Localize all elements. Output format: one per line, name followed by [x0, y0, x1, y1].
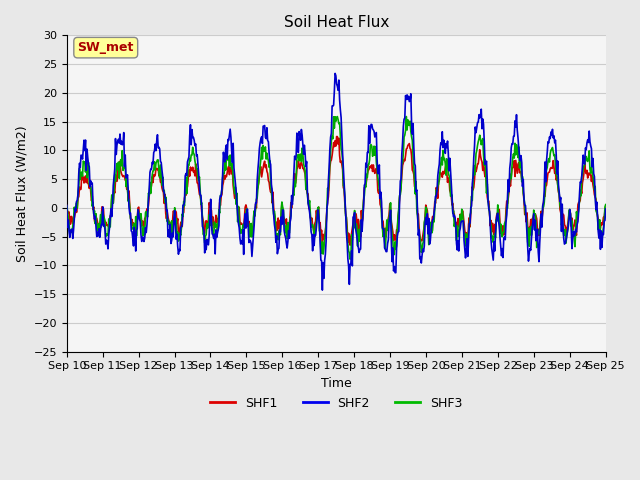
Text: SW_met: SW_met — [77, 41, 134, 54]
Legend: SHF1, SHF2, SHF3: SHF1, SHF2, SHF3 — [205, 392, 467, 415]
Y-axis label: Soil Heat Flux (W/m2): Soil Heat Flux (W/m2) — [15, 125, 28, 262]
Title: Soil Heat Flux: Soil Heat Flux — [284, 15, 389, 30]
X-axis label: Time: Time — [321, 377, 351, 390]
